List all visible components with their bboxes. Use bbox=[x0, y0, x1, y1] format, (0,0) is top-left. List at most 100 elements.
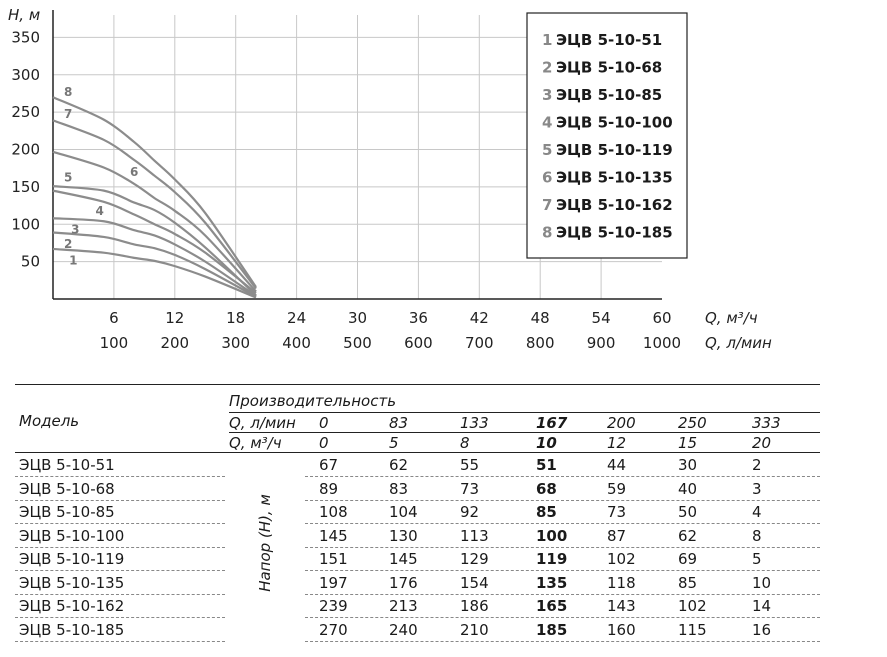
table-cell-head: 185 bbox=[536, 620, 568, 639]
table-group-header: Производительность bbox=[229, 392, 397, 410]
x-tick-label-m3h: 30 bbox=[348, 309, 367, 327]
curve-6 bbox=[52, 150, 257, 293]
flow-m3h-value: 12 bbox=[607, 434, 627, 452]
x-tick-label-lmin: 600 bbox=[404, 334, 433, 352]
table-cell-head: 44 bbox=[607, 456, 627, 474]
curve-8 bbox=[52, 96, 257, 288]
x-tick-label-m3h: 54 bbox=[592, 309, 611, 327]
table-top-border bbox=[15, 384, 820, 385]
table-cell-head: 160 bbox=[607, 620, 636, 639]
legend-label-3: ЭЦВ 5-10-85 bbox=[556, 86, 662, 104]
row-separator-right bbox=[305, 523, 820, 524]
table-cell-head: 62 bbox=[389, 456, 409, 474]
curve-4 bbox=[52, 189, 257, 294]
table-cell-head: 197 bbox=[319, 573, 348, 592]
curve-1 bbox=[52, 247, 257, 299]
x-tick-label-lmin: 200 bbox=[160, 334, 189, 352]
curve-label-1: 1 bbox=[69, 253, 77, 267]
x-tick-label-m3h: 12 bbox=[165, 309, 184, 327]
table-cell-head: 14 bbox=[752, 597, 772, 615]
x-tick-label-lmin: 700 bbox=[465, 334, 494, 352]
x-tick-label-m3h: 60 bbox=[652, 309, 671, 327]
x-tick-label-lmin: 900 bbox=[587, 334, 616, 352]
curve-label-8: 8 bbox=[64, 85, 72, 99]
table-row-model: ЭЦВ 5-10-119 bbox=[19, 550, 125, 568]
legend-number-6: 6 bbox=[542, 169, 552, 187]
y-tick-label: 350 bbox=[11, 28, 40, 46]
table-cell-head: 239 bbox=[319, 597, 348, 615]
row-separator-left bbox=[15, 593, 225, 595]
table-model-header: Модель bbox=[19, 412, 80, 430]
table-cell-head: 104 bbox=[389, 503, 418, 521]
y-tick-label: 50 bbox=[21, 253, 40, 271]
row-separator-right bbox=[305, 570, 820, 571]
curve-label-4: 4 bbox=[96, 204, 104, 218]
legend-label-4: ЭЦВ 5-10-100 bbox=[556, 114, 673, 132]
table-cell-head: 16 bbox=[752, 620, 772, 639]
table-cell-head: 62 bbox=[678, 526, 698, 545]
table-cell-head: 83 bbox=[389, 479, 409, 498]
table-cell-head: 119 bbox=[536, 550, 568, 568]
table-cell-head: 50 bbox=[678, 503, 698, 521]
table-cell-head: 2 bbox=[752, 456, 762, 474]
row-separator-left bbox=[15, 617, 225, 618]
table-cell-head: 92 bbox=[460, 503, 480, 521]
flow-lmin-value: 133 bbox=[460, 414, 489, 432]
head-axis-label: Напор (H), м bbox=[256, 494, 274, 592]
x-tick-label-lmin: 300 bbox=[221, 334, 250, 352]
row-separator-left bbox=[15, 640, 225, 642]
curve-3 bbox=[52, 217, 257, 297]
row-separator-left bbox=[15, 546, 225, 548]
curve-label-6: 6 bbox=[130, 165, 138, 179]
table-cell-head: 3 bbox=[752, 479, 762, 498]
flow-m3h-value: 20 bbox=[752, 434, 772, 452]
x-axis-label-m3h: Q, м³/ч bbox=[705, 309, 758, 327]
row-separator-right bbox=[305, 617, 820, 618]
legend-number-5: 5 bbox=[542, 141, 552, 159]
table-cell-head: 100 bbox=[536, 526, 568, 545]
legend-label-2: ЭЦВ 5-10-68 bbox=[556, 59, 662, 77]
flow-lmin-value: 333 bbox=[752, 414, 781, 432]
legend-box bbox=[526, 12, 688, 259]
x-tick-label-lmin: 1000 bbox=[643, 334, 681, 352]
flow-m3h-label: Q, м³/ч bbox=[229, 434, 282, 452]
flow-lmin-value: 250 bbox=[678, 414, 707, 432]
legend-number-8: 8 bbox=[542, 224, 552, 242]
legend-number-7: 7 bbox=[542, 196, 552, 214]
x-tick-label-lmin: 100 bbox=[100, 334, 129, 352]
flow-m3h-value: 15 bbox=[678, 434, 698, 452]
flow-lmin-label: Q, л/мин bbox=[229, 414, 296, 432]
table-row-model: ЭЦВ 5-10-185 bbox=[19, 620, 125, 639]
table-cell-head: 89 bbox=[319, 479, 339, 498]
table-cell-head: 165 bbox=[536, 597, 568, 615]
flow-lmin-value: 0 bbox=[319, 414, 329, 432]
table-cell-head: 87 bbox=[607, 526, 627, 545]
x-tick-label-m3h: 36 bbox=[409, 309, 428, 327]
x-axis-label-lmin: Q, л/мин bbox=[705, 334, 772, 352]
legend-label-7: ЭЦВ 5-10-162 bbox=[556, 196, 673, 214]
row-separator-right bbox=[305, 546, 820, 548]
table-cell-head: 130 bbox=[389, 526, 418, 545]
x-tick-label-m3h: 6 bbox=[109, 309, 119, 327]
curve-label-3: 3 bbox=[71, 223, 79, 237]
table-cell-head: 8 bbox=[752, 526, 762, 545]
table-cell-head: 113 bbox=[460, 526, 489, 545]
table-cell-head: 102 bbox=[678, 597, 707, 615]
table-cell-head: 115 bbox=[678, 620, 707, 639]
table-cell-head: 176 bbox=[389, 573, 418, 592]
table-cell-head: 145 bbox=[319, 526, 348, 545]
y-tick-label: 150 bbox=[11, 178, 40, 196]
flow-lmin-underline bbox=[229, 432, 820, 433]
y-tick-label: 300 bbox=[11, 66, 40, 84]
table-cell-head: 145 bbox=[389, 550, 418, 568]
flow-lmin-value: 200 bbox=[607, 414, 636, 432]
flow-m3h-value: 5 bbox=[389, 434, 399, 452]
x-tick-label-m3h: 42 bbox=[470, 309, 489, 327]
table-row-model: ЭЦВ 5-10-85 bbox=[19, 503, 115, 521]
flow-m3h-value: 10 bbox=[536, 434, 557, 452]
legend-number-1: 1 bbox=[542, 31, 552, 49]
table-cell-head: 51 bbox=[536, 456, 557, 474]
table-cell-head: 68 bbox=[536, 479, 557, 498]
table-cell-head: 102 bbox=[607, 550, 636, 568]
